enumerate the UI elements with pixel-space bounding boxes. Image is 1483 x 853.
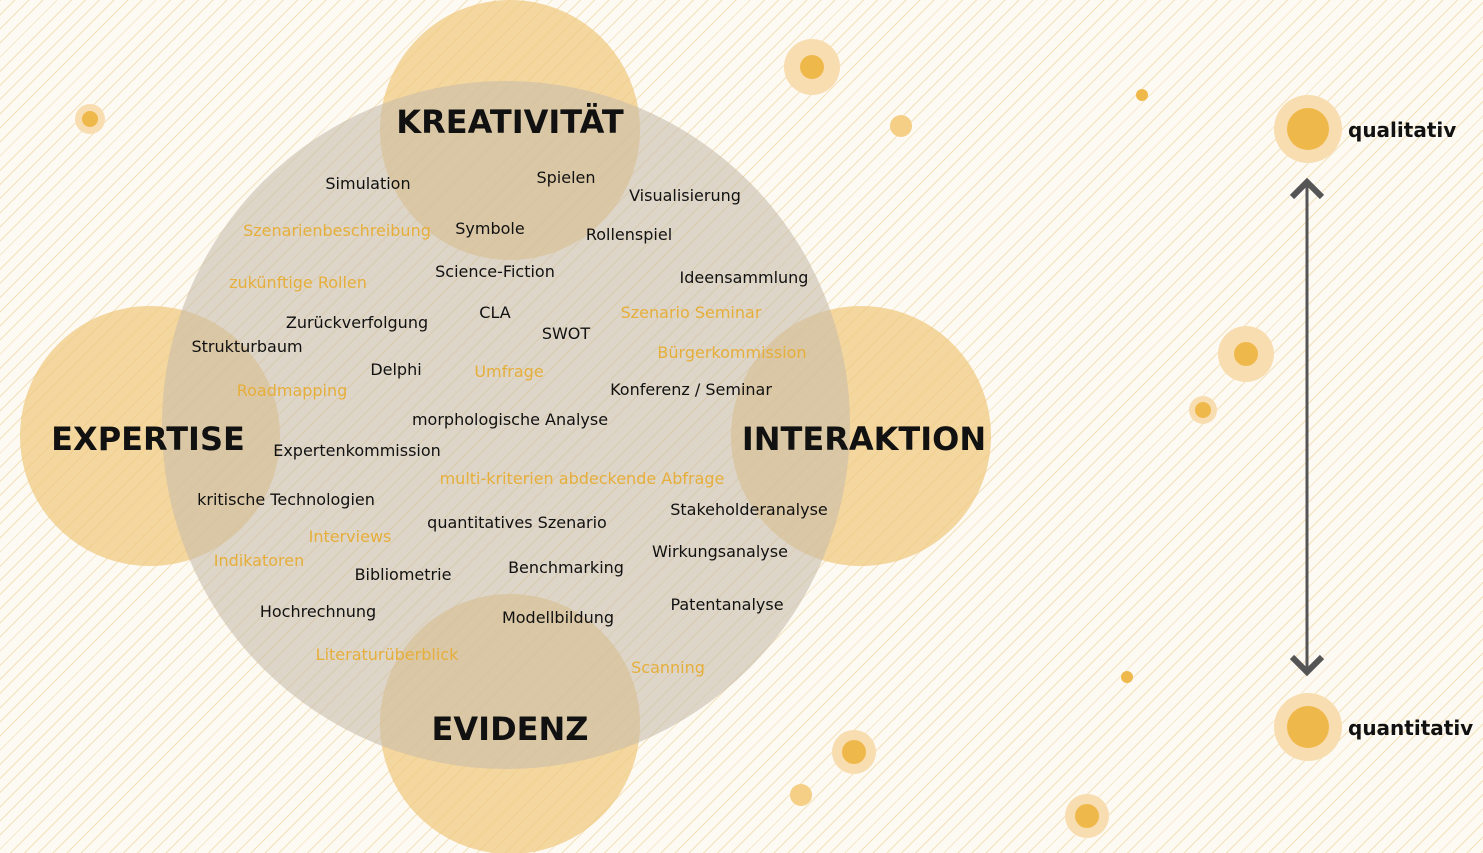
method-scanning: Scanning (631, 658, 705, 677)
method-konferenz-seminar: Konferenz / Seminar (610, 380, 772, 399)
pillar-title-kreativitaet: KREATIVITÄT (396, 103, 624, 141)
method-zukuenftige-rollen: zukünftige Rollen (229, 273, 367, 292)
method-patentanalyse: Patentanalyse (670, 595, 783, 614)
method-science-fiction: Science-Fiction (435, 262, 555, 281)
central-methods-circle (162, 81, 850, 769)
decor-dot (890, 115, 912, 137)
method-cla: CLA (479, 303, 510, 322)
decor-dot (1234, 342, 1258, 366)
method-spielen: Spielen (536, 168, 595, 187)
method-szenarienbeschreibung: Szenarienbeschreibung (243, 221, 431, 240)
method-morphologische-analyse: morphologische Analyse (412, 410, 608, 429)
method-buergerkommission: Bürgerkommission (657, 343, 806, 362)
decor-dot (1195, 402, 1211, 418)
method-kritische-technologien: kritische Technologien (197, 490, 375, 509)
method-stakeholderanalyse: Stakeholderanalyse (670, 500, 828, 519)
method-roadmapping: Roadmapping (237, 381, 348, 400)
method-multi-kriterien-abfrage: multi-kriterien abdeckende Abfrage (440, 469, 725, 488)
method-szenario-seminar: Szenario Seminar (621, 303, 762, 322)
decor-dot (1121, 671, 1133, 683)
method-simulation: Simulation (325, 174, 410, 193)
decor-dot (800, 55, 824, 79)
decor-dot (790, 784, 812, 806)
decor-dot (82, 111, 98, 127)
method-visualisierung: Visualisierung (629, 186, 741, 205)
method-indikatoren: Indikatoren (214, 551, 305, 570)
decor-dot (1136, 89, 1148, 101)
method-rollenspiel: Rollenspiel (586, 225, 672, 244)
method-hochrechnung: Hochrechnung (260, 602, 376, 621)
pillar-title-interaktion: INTERAKTION (742, 420, 986, 458)
method-symbole: Symbole (455, 219, 524, 238)
method-quantitatives-szenario: quantitatives Szenario (427, 513, 607, 532)
qual-quant-scale: qualitativ quantitativ (1274, 95, 1473, 761)
method-strukturbaum: Strukturbaum (191, 337, 302, 356)
method-interviews: Interviews (309, 527, 392, 546)
decorative-dots (75, 39, 1274, 838)
quantitativ-dot (1287, 706, 1329, 748)
method-labels: Simulation Spielen Visualisierung Szenar… (191, 168, 827, 677)
method-ideensammlung: Ideensammlung (680, 268, 809, 287)
method-wirkungsanalyse: Wirkungsanalyse (652, 542, 788, 561)
qualitativ-label: qualitativ (1348, 118, 1456, 142)
method-benchmarking: Benchmarking (508, 558, 624, 577)
method-umfrage: Umfrage (474, 362, 543, 381)
method-bibliometrie: Bibliometrie (355, 565, 452, 584)
method-swot: SWOT (542, 324, 591, 343)
decor-dot (842, 740, 866, 764)
method-literaturueberblick: Literaturüberblick (316, 645, 459, 664)
method-zurueckverfolgung: Zurückverfolgung (286, 313, 428, 332)
method-expertenkommission: Expertenkommission (273, 441, 441, 460)
method-delphi: Delphi (370, 360, 421, 379)
pillar-titles: KREATIVITÄT EXPERTISE INTERAKTION EVIDEN… (51, 103, 986, 748)
qualitativ-dot (1287, 108, 1329, 150)
pillar-title-evidenz: EVIDENZ (432, 710, 589, 748)
quantitativ-label: quantitativ (1348, 716, 1473, 740)
decor-dot (1075, 804, 1099, 828)
pillar-title-expertise: EXPERTISE (51, 420, 245, 458)
method-modellbildung: Modellbildung (502, 608, 614, 627)
